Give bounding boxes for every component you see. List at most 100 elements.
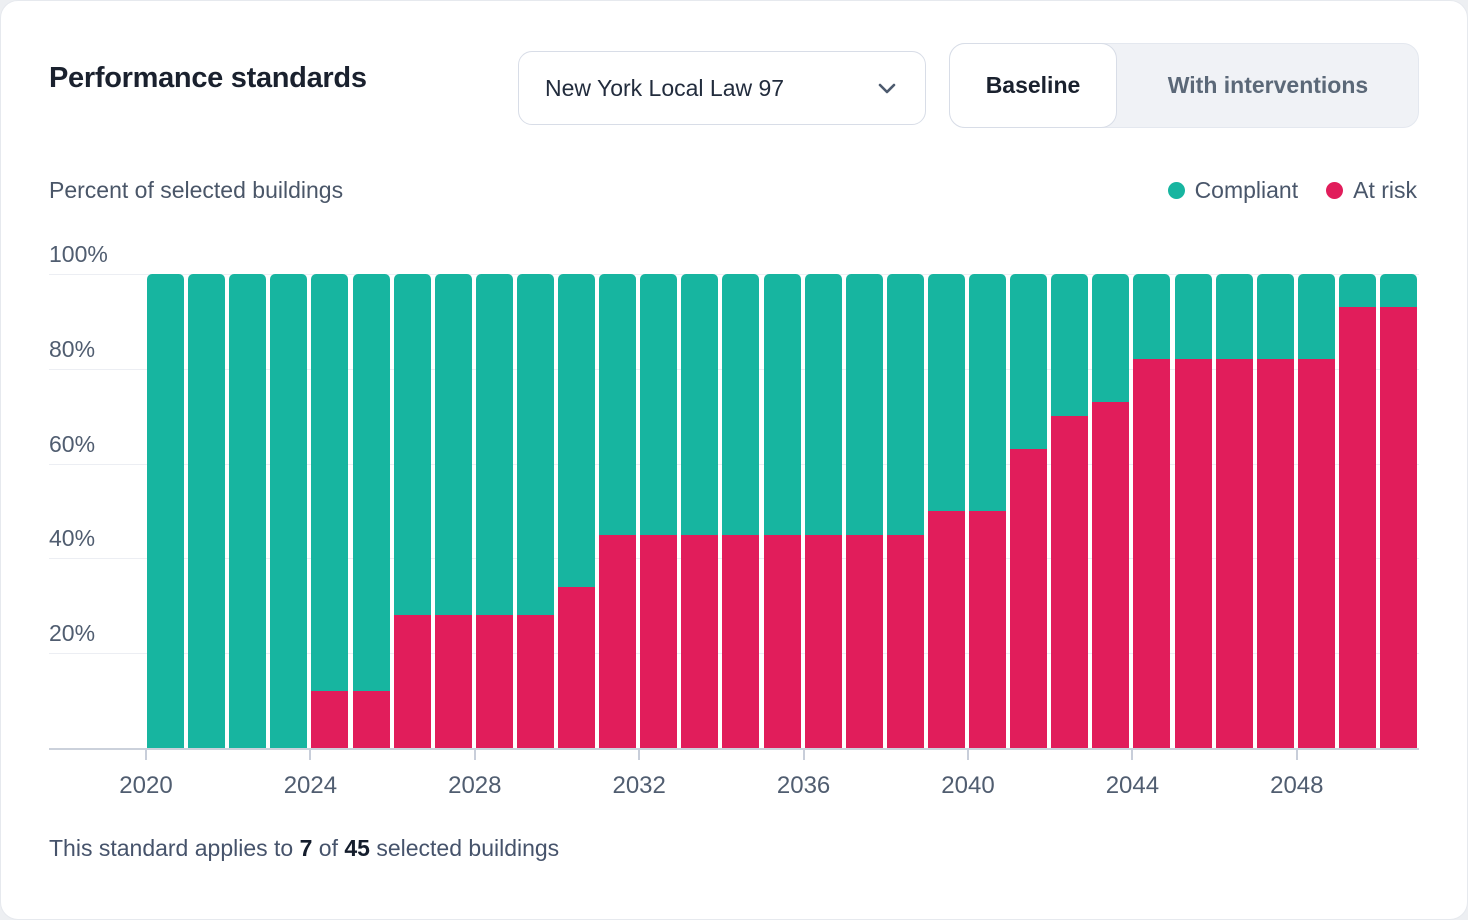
page-title: Performance standards xyxy=(49,62,367,94)
x-axis-tick xyxy=(967,748,969,760)
bar-2021[interactable] xyxy=(188,274,226,748)
compliant-swatch-icon xyxy=(1167,182,1185,199)
x-axis-tick-label: 2040 xyxy=(941,772,995,799)
bar-2023[interactable] xyxy=(270,274,308,748)
bar-2046[interactable] xyxy=(1215,274,1253,748)
footer-text-between: of xyxy=(312,835,345,861)
at-risk-segment xyxy=(558,586,595,748)
toggle-with-interventions[interactable]: With interventions xyxy=(1117,43,1419,128)
at-risk-segment xyxy=(516,615,554,748)
at-risk-segment xyxy=(845,534,883,748)
at-risk-segment xyxy=(722,534,760,748)
bar-2045[interactable] xyxy=(1174,274,1212,748)
y-axis-tick-label: 60% xyxy=(49,430,96,457)
bar-2028[interactable] xyxy=(475,274,513,748)
bar-2035[interactable] xyxy=(763,274,801,748)
footer-note: This standard applies to 7 of 45 selecte… xyxy=(49,835,559,862)
chart-legend: Compliant At risk xyxy=(1167,177,1417,204)
at-risk-segment xyxy=(311,691,349,748)
at-risk-segment xyxy=(969,511,1006,748)
at-risk-segment xyxy=(804,534,842,748)
y-axis-tick-label: 80% xyxy=(49,335,96,362)
bar-2024[interactable] xyxy=(311,274,349,748)
x-axis-tick xyxy=(1295,748,1298,760)
bar-2038[interactable] xyxy=(886,274,924,748)
at-risk-segment xyxy=(475,615,513,748)
at-risk-segment xyxy=(1338,307,1376,748)
y-axis-tick-label: 100% xyxy=(49,241,108,267)
x-axis-tick-label: 2020 xyxy=(119,772,173,799)
at-risk-segment xyxy=(1215,359,1253,748)
at-risk-segment xyxy=(681,534,719,748)
legend-item-compliant[interactable]: Compliant xyxy=(1167,177,1299,204)
bar-2036[interactable] xyxy=(804,274,842,748)
bar-2040[interactable] xyxy=(969,274,1006,748)
scenario-toggle-group: Baseline With interventions xyxy=(949,43,1419,128)
bar-2020[interactable] xyxy=(147,274,184,748)
bar-2030[interactable] xyxy=(558,274,595,748)
y-axis-tick-label: 40% xyxy=(49,525,96,552)
at-risk-segment xyxy=(352,691,390,748)
x-axis-tick-label: 2028 xyxy=(448,772,502,799)
at-risk-segment xyxy=(763,534,801,748)
at-risk-segment xyxy=(1174,359,1212,748)
bar-2043[interactable] xyxy=(1092,274,1130,748)
at-risk-segment xyxy=(1133,359,1171,748)
y-axis-title: Percent of selected buildings xyxy=(49,177,344,203)
bar-2037[interactable] xyxy=(845,274,883,748)
x-axis-tick-label: 2036 xyxy=(776,772,831,799)
at-risk-segment xyxy=(1092,401,1130,748)
bar-2033[interactable] xyxy=(681,274,719,748)
at-risk-segment xyxy=(393,615,431,748)
x-axis-tick xyxy=(638,748,641,760)
x-axis-tick xyxy=(1131,748,1134,760)
footer-text-after: selected buildings xyxy=(369,835,560,861)
at-risk-segment xyxy=(1010,449,1048,748)
at-risk-segment xyxy=(1051,416,1089,748)
standard-dropdown[interactable]: New York Local Law 97 xyxy=(518,51,926,125)
x-axis-tick-label: 2032 xyxy=(612,772,666,799)
bar-2032[interactable] xyxy=(640,274,678,748)
bar-2042[interactable] xyxy=(1051,274,1089,748)
at-risk-segment xyxy=(1256,359,1294,748)
bar-2039[interactable] xyxy=(927,274,965,748)
bar-2022[interactable] xyxy=(229,274,267,748)
x-axis-tick-label: 2024 xyxy=(283,772,338,799)
at-risk-segment xyxy=(640,534,678,748)
x-axis-tick xyxy=(802,748,805,760)
legend-item-at-risk[interactable]: At risk xyxy=(1326,177,1417,204)
bar-2029[interactable] xyxy=(516,274,554,748)
bar-2041[interactable] xyxy=(1010,274,1048,748)
y-axis-tick-label: 20% xyxy=(49,620,96,647)
legend-label-compliant: Compliant xyxy=(1194,177,1299,203)
at-risk-swatch-icon xyxy=(1326,182,1344,199)
bar-2025[interactable] xyxy=(352,274,390,748)
bar-2027[interactable] xyxy=(434,274,472,748)
footer-count: 7 xyxy=(299,835,313,861)
bar-2044[interactable] xyxy=(1133,274,1171,748)
x-axis-tick xyxy=(309,748,312,760)
at-risk-segment xyxy=(434,615,472,748)
at-risk-segment xyxy=(599,534,637,748)
bar-2050[interactable] xyxy=(1380,274,1417,748)
chevron-down-icon xyxy=(878,83,896,94)
bar-2048[interactable] xyxy=(1297,274,1335,748)
footer-text-before: This standard applies to xyxy=(49,835,300,861)
bar-2031[interactable] xyxy=(599,274,637,748)
at-risk-segment xyxy=(1380,307,1417,748)
bar-2026[interactable] xyxy=(393,274,431,748)
legend-label-at-risk: At risk xyxy=(1353,177,1417,203)
bar-2047[interactable] xyxy=(1256,274,1294,748)
bar-2049[interactable] xyxy=(1338,274,1376,748)
bar-2034[interactable] xyxy=(722,274,760,748)
toggle-baseline[interactable]: Baseline xyxy=(949,43,1117,128)
standard-dropdown-value: New York Local Law 97 xyxy=(545,74,785,101)
x-axis-tick xyxy=(473,748,476,760)
footer-total: 45 xyxy=(344,835,370,861)
at-risk-segment xyxy=(927,511,965,748)
x-axis-tick-label: 2048 xyxy=(1270,772,1324,799)
at-risk-segment xyxy=(1297,359,1335,748)
x-axis-tick-label: 2044 xyxy=(1105,772,1160,799)
at-risk-segment xyxy=(886,534,924,748)
